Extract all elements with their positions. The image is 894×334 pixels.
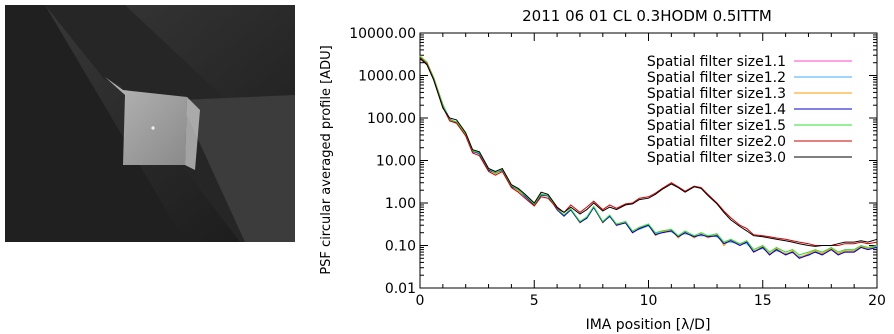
legend-label: Spatial filter size2.0 [647,134,786,150]
detector-image [5,5,295,242]
x-tick-label: 10 [640,293,658,309]
legend-label: Spatial filter size1.3 [647,86,786,102]
y-tick-label: 0.10 [385,239,416,255]
series-line-5 [419,55,878,256]
legend-label: Spatial filter size3.0 [647,150,786,166]
legend-label: Spatial filter size1.4 [647,102,786,118]
x-axis: 0 5 10 15 20 [416,33,886,309]
series-line-6 [419,57,878,246]
y-tick-label: 0.01 [385,281,416,297]
y-axis: 0.01 0.10 1.00 10.00 100.00 1000.00 10000.00 [349,26,877,297]
y-tick-label: 1000.00 [358,69,416,85]
y-tick-label: 10.00 [376,154,416,170]
x-tick-label: 20 [868,293,886,309]
y-tick-label: 1.00 [385,196,416,212]
series-line-7 [419,58,878,247]
legend-label: Spatial filter size1.2 [647,70,786,86]
x-tick-label: 15 [754,293,772,309]
legend-label: Spatial filter size1.5 [647,118,786,134]
chart-title: 2011 06 01 CL 0.3HODM 0.5ITTM [522,7,772,25]
legend-label: Spatial filter size1.1 [647,54,786,70]
y-axis-label: PSF circular averaged profile [ADU] [319,45,334,274]
series-lines [419,55,878,259]
y-tick-label: 10000.00 [349,26,416,42]
x-axis-label: IMA position [λ/D] [586,317,711,333]
x-tick-label: 5 [530,293,539,309]
y-tick-label: 100.00 [367,111,416,127]
x-tick-label: 0 [416,293,425,309]
